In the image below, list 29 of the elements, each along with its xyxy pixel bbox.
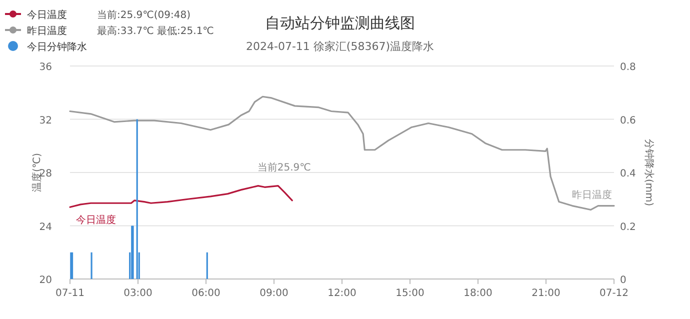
x-tick-label: 03:00 <box>124 288 152 299</box>
y2-tick-label: 0 <box>620 275 626 286</box>
y-tick-label: 32 <box>39 115 52 126</box>
x-tick-label: 18:00 <box>464 288 492 299</box>
legend-label: 今日温度 <box>27 9 67 21</box>
legend-label: 今日分钟降水 <box>27 41 87 53</box>
y2-tick-label: 0.6 <box>620 115 636 126</box>
legend-label: 昨日温度 <box>27 25 67 37</box>
x-tick-label: 21:00 <box>532 288 560 299</box>
x-tick-label: 09:00 <box>260 288 288 299</box>
x-tick-label: 12:00 <box>328 288 356 299</box>
annotation: 当前25.9℃ <box>257 161 311 174</box>
y2-tick-label: 0.2 <box>620 222 636 233</box>
y-tick-label: 20 <box>39 275 52 286</box>
text: 最高:33.7℃ 最低:25.1℃ <box>97 26 214 37</box>
y-tick-label: 24 <box>39 222 52 233</box>
chart-title: 自动站分钟监测曲线图 <box>265 14 415 32</box>
y2-tick-label: 0.8 <box>620 62 636 73</box>
x-tick-label: 07-11 <box>55 288 85 299</box>
text: 昨日温度 <box>572 190 612 201</box>
x-tick-label: 06:00 <box>192 288 220 299</box>
x-tick-label: 15:00 <box>396 288 424 299</box>
text: 今日温度 <box>76 215 116 226</box>
text: 当前:25.9℃(09:48) <box>97 10 190 21</box>
y-tick-label: 36 <box>39 62 52 73</box>
x-tick-label: 07-12 <box>599 288 629 299</box>
y2-axis-title: 分钟降水(mm) <box>643 138 655 206</box>
chart-subtitle: 2024-07-11 徐家汇(58367)温度降水 <box>246 40 434 53</box>
y2-tick-label: 0.4 <box>620 168 636 180</box>
